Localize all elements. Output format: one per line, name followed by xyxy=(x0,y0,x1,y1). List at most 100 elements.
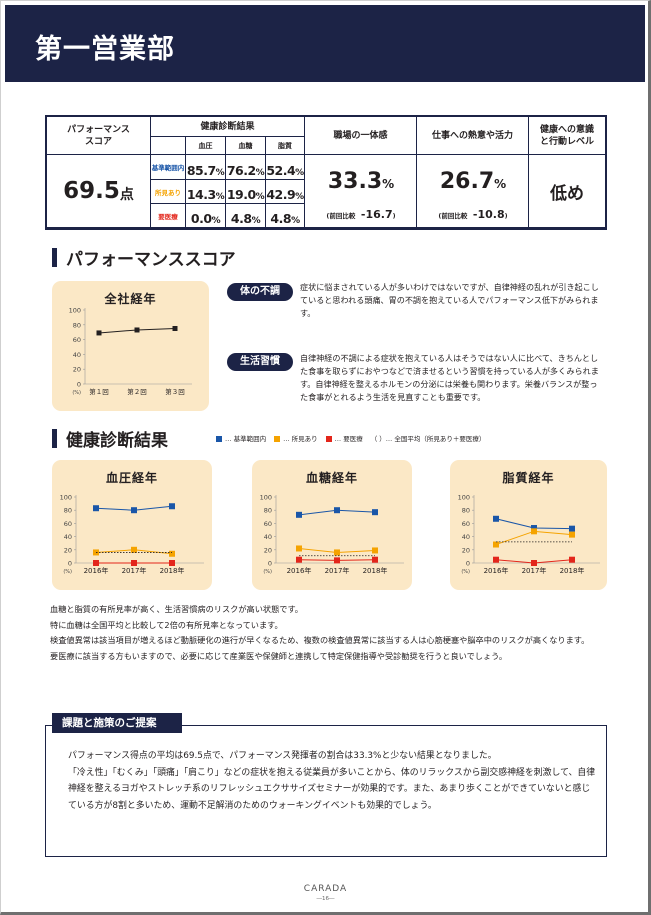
data-point xyxy=(131,546,137,553)
section-marker xyxy=(52,248,57,267)
y-tick-label: 80 xyxy=(64,507,72,515)
proposal-text: パフォーマンス得点の平均は69.5点で、パフォーマンス発揮者の割合は33.3%と… xyxy=(68,748,596,814)
data-point xyxy=(334,549,340,556)
y-tick-label: 40 xyxy=(264,533,272,541)
y-tick-label: 20 xyxy=(462,546,470,554)
data-point xyxy=(372,509,378,516)
lifestyle-text: 自律神経の不調による症状を抱えている人はそうではない人に比べて、きちんとした食事… xyxy=(300,353,599,402)
y-tick-label: 0 xyxy=(68,560,72,568)
y-tick-label: 100 xyxy=(60,494,72,502)
y-tick-label: 20 xyxy=(73,366,81,374)
x-tick-label: 第３回 xyxy=(165,387,185,396)
y-tick-label: 20 xyxy=(64,546,72,554)
lipid-trend-chart: 0 20 40 60 80 100 (%) 2016年 2017年 2018年 xyxy=(458,494,600,575)
data-point xyxy=(493,556,499,563)
performance-value: 69.5 xyxy=(63,178,120,204)
sugar-trend-chart: 0 20 40 60 80 100 (%) 2016年 2017年 2018年 xyxy=(260,494,404,575)
data-point xyxy=(296,556,302,563)
data-point xyxy=(131,560,137,566)
y-tick-label: 60 xyxy=(462,520,470,528)
proposal-box xyxy=(45,725,607,857)
data-point xyxy=(131,507,137,514)
value-cell: 76.2% xyxy=(226,155,266,180)
y-tick-label: 100 xyxy=(458,494,470,502)
engagement-header: 仕事への熱意や活力 xyxy=(417,117,529,155)
value-cell: 42.9% xyxy=(266,180,305,204)
legend-medical: … 要医療 xyxy=(325,433,363,443)
sugar-trend-card: 血糖経年 0 20 40 60 80 100 (%) 2016年 2017年 2018年 xyxy=(252,460,412,590)
data-point xyxy=(169,560,175,566)
chart-title: 全社経年 xyxy=(104,292,157,306)
data-point xyxy=(493,541,499,548)
header-banner: 第一営業部 xyxy=(5,5,645,82)
engagement-value: 26.7 xyxy=(439,169,495,194)
data-point xyxy=(569,556,575,563)
legend-normal: … 基準範囲内 xyxy=(216,433,266,443)
data-point xyxy=(531,560,537,566)
y-tick-label: 20 xyxy=(264,546,272,554)
health-section-title: 健康診断結果 xyxy=(52,426,168,451)
data-point xyxy=(569,525,575,532)
x-tick-label: 2018年 xyxy=(160,566,185,575)
value-cell: 85.7% xyxy=(186,155,226,180)
x-tick-label: 2018年 xyxy=(363,566,388,575)
value-cell: 4.8% xyxy=(226,204,266,228)
data-point xyxy=(169,503,175,510)
chart-title: 血糖経年 xyxy=(305,471,358,485)
data-point xyxy=(372,556,378,563)
awareness-cell: 低め xyxy=(529,155,605,228)
value-cell: 52.4% xyxy=(266,155,305,180)
y-tick-label: 60 xyxy=(264,520,272,528)
page-title: 第一営業部 xyxy=(35,34,175,65)
summary-table: パフォーマンス スコア 69.5 点 健康診断結果 血圧 血糖 脂質 基準範囲内… xyxy=(45,115,607,230)
legend-findings: … 所見あり xyxy=(274,433,318,443)
lipid-trend-card: 脂質経年 0 20 40 60 80 100 (%) 2016年 2017年 2018年 xyxy=(450,460,607,590)
health-header: 健康診断結果 xyxy=(151,117,305,137)
y-tick-label: 60 xyxy=(64,520,72,528)
value-cell: 14.3% xyxy=(186,180,226,204)
data-point xyxy=(296,511,302,518)
data-point xyxy=(569,531,575,538)
y-unit-label: (%) xyxy=(72,390,81,396)
y-unit-label: (%) xyxy=(63,569,72,575)
y-tick-label: 80 xyxy=(73,321,81,329)
data-point xyxy=(296,545,302,552)
y-tick-label: 60 xyxy=(73,336,81,344)
data-point xyxy=(93,560,99,566)
x-tick-label: 2017年 xyxy=(122,566,147,575)
proposal-tag: 課題と施策のご提案 xyxy=(52,713,182,733)
awareness-header: 健康への意識 と行動レベル xyxy=(529,117,605,155)
data-point xyxy=(531,525,537,532)
y-tick-label: 100 xyxy=(69,307,81,315)
y-tick-label: 80 xyxy=(462,507,470,515)
engagement-cell: 26.7% (前回比較 -10.8) xyxy=(417,155,529,228)
row-label-normal: 基準範囲内 xyxy=(151,155,186,180)
x-tick-label: 2016年 xyxy=(484,566,509,575)
carada-logo: CARADA xyxy=(303,884,348,894)
data-point xyxy=(334,557,340,564)
y-tick-label: 100 xyxy=(260,494,272,502)
page-number: ―16― xyxy=(316,896,335,902)
x-tick-label: 第２回 xyxy=(127,387,147,396)
row-label-findings: 所見あり xyxy=(151,180,186,204)
unity-cell: 33.3% (前回比較 -16.7) xyxy=(305,155,417,228)
data-point xyxy=(334,507,340,514)
y-tick-label: 80 xyxy=(264,507,272,515)
y-tick-label: 40 xyxy=(73,351,81,359)
chart-legend: … 基準範囲内 … 所見あり … 要医療 （ ）… 全国平均（所見あり＋要医療） xyxy=(216,433,485,443)
performance-header: パフォーマンス スコア xyxy=(47,117,151,155)
performance-unit: 点 xyxy=(119,187,134,203)
performance-section-title: パフォーマンススコア xyxy=(52,245,236,270)
unity-header: 職場の一体感 xyxy=(305,117,417,155)
chart-title: 脂質経年 xyxy=(502,471,555,485)
x-tick-label: 2016年 xyxy=(84,566,109,575)
x-tick-label: 2018年 xyxy=(560,566,585,575)
data-point xyxy=(96,330,102,336)
tag-lifestyle: 生活習慣 xyxy=(227,353,293,371)
y-tick-label: 0 xyxy=(268,560,272,568)
engagement-compare: -10.8 xyxy=(472,208,505,221)
data-point xyxy=(134,327,140,333)
summary-line: 特に血糖は全国平均と比較して2倍の有所見率となっています。 xyxy=(50,619,283,630)
col-blood-sugar: 血糖 xyxy=(226,137,266,155)
